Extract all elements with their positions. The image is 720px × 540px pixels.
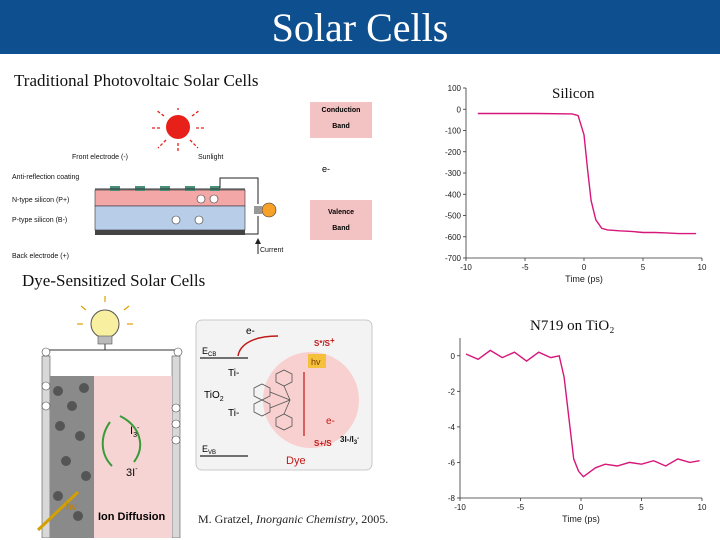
chart-silicon-title: Silicon (552, 86, 595, 102)
x-axis-label: Time (ps) (565, 274, 603, 284)
label-valence: Valence (328, 209, 354, 216)
y-tick-label: -400 (445, 190, 462, 199)
y-tick-label: -6 (448, 458, 456, 467)
label-s-excited: S*/S+ (314, 336, 335, 348)
chart-n719: 0 -2 -4 -6 -8-10 -5 0 5 10 Time (ps) (448, 338, 707, 524)
label-hv-photon: hv (66, 502, 77, 513)
label-conduction-band: Band (332, 123, 350, 130)
slide-title: Solar Cells (0, 0, 720, 54)
sun-icon (166, 115, 190, 139)
y-tick-label: 0 (457, 105, 462, 114)
series-line (465, 349, 700, 478)
y-tick-label: -500 (445, 212, 462, 221)
label-electron-inset: e- (246, 326, 255, 337)
x-tick-label: -10 (454, 503, 466, 512)
label-front-electrode: Front electrode (-) (72, 154, 128, 161)
y-tick-label: -8 (448, 494, 456, 503)
series-line (477, 112, 697, 235)
x-axis-label: Time (ps) (562, 514, 600, 524)
label-ti2: Ti- (228, 408, 239, 419)
label-s-oxidized: S+/S (314, 439, 332, 448)
x-tick-label: 10 (698, 263, 707, 272)
label-redox: 3I-/I3- (340, 435, 359, 446)
label-evb: EVB (202, 444, 216, 456)
label-ti1: Ti- (228, 368, 239, 379)
dssc-schematic: I3- 3I- hv Ion Diffusion ECB Ti- TiO2 Ti… (36, 296, 373, 538)
dye-molecule-icon (253, 369, 293, 431)
x-tick-label: -5 (517, 503, 525, 512)
x-tick-label: 0 (582, 263, 587, 272)
label-current: Current (260, 247, 283, 254)
band-diagram: Conduction Band e- Valence Band (310, 102, 372, 240)
x-tick-label: -5 (521, 263, 529, 272)
y-tick-label: -2 (448, 387, 456, 396)
y-tick-label: -200 (445, 148, 462, 157)
y-tick-label: 100 (448, 84, 462, 93)
label-electron: e- (322, 164, 330, 174)
x-tick-label: 5 (639, 503, 644, 512)
label-conduction: Conduction (322, 107, 361, 114)
pv-cell-diagram: Front electrode (-) Sunlight Anti-reflec… (12, 108, 283, 260)
x-tick-label: 5 (641, 263, 646, 272)
label-i3: I3- (130, 425, 140, 439)
heading-dye-sensitized: Dye-Sensitized Solar Cells (22, 271, 206, 290)
label-back-electrode: Back electrode (+) (12, 253, 69, 260)
label-p-type: P-type silicon (B-) (12, 217, 67, 224)
label-3i: 3I- (126, 466, 138, 479)
label-ion-diffusion: Ion Diffusion (98, 511, 165, 523)
citation: M. Gratzel, Inorganic Chemistry, 2005. (198, 512, 389, 526)
y-tick-label: -100 (445, 127, 462, 136)
x-tick-label: 0 (579, 503, 584, 512)
heading-traditional: Traditional Photovoltaic Solar Cells (14, 71, 259, 90)
label-anti-reflection: Anti-reflection coating (12, 174, 79, 181)
y-tick-label: 0 (451, 352, 456, 361)
load-lamp-icon (261, 202, 277, 218)
label-ecb: ECB (202, 346, 216, 358)
y-tick-label: -600 (445, 233, 462, 242)
label-tio2: TiO2 (204, 390, 224, 403)
dssc-inset: ECB Ti- TiO2 Ti- EVB e- S*/S+ hv e- S+/S… (195, 319, 373, 471)
label-sunlight: Sunlight (198, 154, 223, 161)
label-hv: hv (311, 357, 321, 367)
label-dye: Dye (286, 455, 306, 467)
chart-n719-title: N719 on TiO₂ (530, 318, 615, 334)
y-tick-label: -300 (445, 169, 462, 178)
lightbulb-icon (77, 296, 133, 345)
y-tick-label: -4 (448, 423, 456, 432)
y-tick-label: -700 (445, 254, 462, 263)
label-valence-band: Band (332, 225, 350, 232)
label-electron-2: e- (326, 416, 335, 427)
chart-silicon: 100 0 -100 -200 -300 -400 -500 -600 -700-10 -5 0 5 1… (445, 84, 707, 284)
label-n-type: N-type silicon (P+) (12, 197, 69, 204)
x-tick-label: -10 (460, 263, 472, 272)
x-tick-label: 10 (698, 503, 707, 512)
